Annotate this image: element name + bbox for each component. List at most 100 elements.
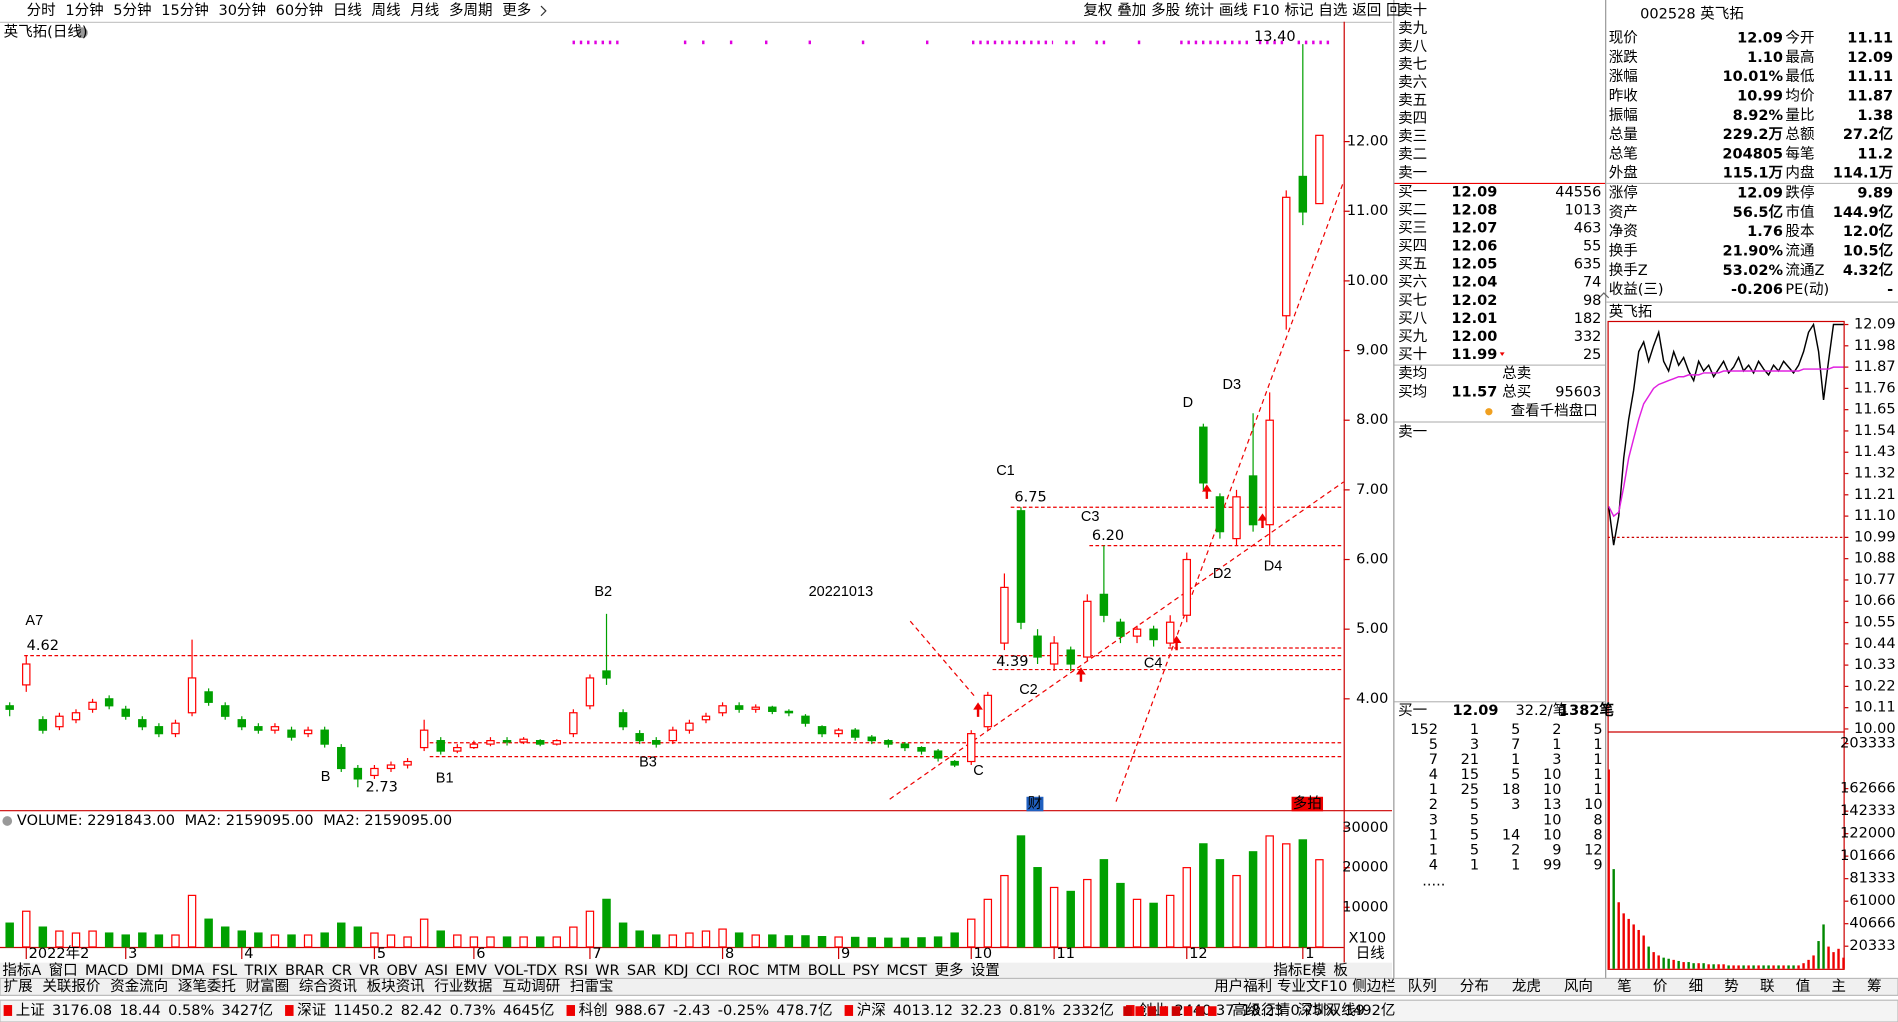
indicator-tab[interactable]: OBV	[386, 963, 417, 979]
indicator-tab[interactable]: TRIX	[244, 963, 278, 979]
indicator-tab[interactable]: BRAR	[285, 963, 324, 979]
info-tab[interactable]: 扩展	[4, 978, 33, 995]
toolbar-button[interactable]: 月线	[410, 2, 439, 19]
panel-tab[interactable]: 分布	[1460, 978, 1489, 995]
indicator-tab[interactable]: VR	[359, 963, 379, 979]
indicator-tab[interactable]: RSI	[564, 963, 588, 979]
indicator-tab[interactable]: CCI	[696, 963, 721, 979]
indicator-tab[interactable]: VOL-TDX	[494, 963, 557, 979]
buy-level-label: 买七	[1398, 292, 1427, 309]
info-tab[interactable]: 综合资讯	[299, 978, 358, 995]
quote-label: 最低	[1785, 68, 1815, 85]
indicator-tab[interactable]: FSL	[212, 963, 238, 979]
indicator-tab[interactable]: 更多	[934, 962, 963, 979]
status-item[interactable]: 深圳双线9	[1298, 1002, 1365, 1019]
toolbar-button[interactable]: 分时	[27, 2, 56, 19]
indicator-tab[interactable]: EMV	[455, 963, 487, 979]
indicator-tab[interactable]: 设置	[971, 962, 1000, 979]
candle-body	[453, 746, 462, 752]
toolbar-button[interactable]: 60分钟	[276, 2, 324, 19]
indicator-tab[interactable]: BOLL	[808, 963, 846, 979]
indicator-tab[interactable]: 指标E模	[1273, 962, 1326, 979]
toolbar-button[interactable]: 多股	[1151, 2, 1180, 19]
info-tab[interactable]: 互动调研	[502, 978, 560, 995]
info-tab[interactable]: 用户福利	[1214, 978, 1272, 995]
indicator-tab[interactable]: MTM	[767, 963, 801, 979]
volume-bar	[436, 930, 445, 948]
toolbar-button[interactable]: 画线	[1219, 2, 1248, 19]
toolbar-button[interactable]: 更多	[502, 2, 531, 19]
indicator-tab[interactable]: KDJ	[664, 963, 689, 979]
info-tab[interactable]: 行业数据	[434, 978, 492, 995]
event-flag[interactable]: 多拍	[1293, 795, 1322, 812]
detail-tab[interactable]: 细	[1689, 978, 1704, 995]
trade-cell: 4	[1429, 767, 1438, 783]
indicator-tab[interactable]: WR	[595, 963, 619, 979]
more-link[interactable]: 查看千档盘口	[1511, 402, 1598, 420]
info-tab[interactable]: 扫雷宝	[570, 978, 614, 995]
trade-cell: 25	[1461, 782, 1479, 798]
indicator-tab[interactable]: MCST	[886, 963, 927, 979]
indicator-tab[interactable]: 指标A	[2, 962, 41, 979]
detail-tab[interactable]: 势	[1724, 978, 1739, 995]
chevron[interactable]	[540, 5, 547, 17]
indicator-tab[interactable]: CR	[332, 963, 352, 979]
toolbar-button[interactable]: 标记	[1284, 2, 1313, 19]
status-icon	[285, 1005, 294, 1016]
trade-cell: 1	[1593, 782, 1602, 798]
toolbar-button[interactable]: 日线	[333, 2, 362, 19]
info-tab[interactable]: 财富圈	[246, 977, 290, 995]
indicator-tab[interactable]: 窗口	[49, 961, 78, 979]
tab-bar	[0, 977, 1898, 996]
detail-tab[interactable]: 联	[1760, 978, 1775, 995]
toolbar-button[interactable]: 1分钟	[65, 2, 103, 19]
indicator-tab[interactable]: ROC	[728, 963, 760, 979]
toolbar-button[interactable]: 多周期	[449, 2, 493, 19]
toolbar-button[interactable]: 回	[1386, 2, 1401, 19]
toolbar-button[interactable]: 15分钟	[161, 2, 209, 19]
detail-tab[interactable]: 价	[1653, 979, 1668, 995]
panel-tab[interactable]: 风向	[1564, 978, 1593, 995]
candle-body	[370, 767, 379, 777]
toolbar-button[interactable]: 复权	[1083, 1, 1113, 19]
detail-tab[interactable]: 主	[1831, 978, 1846, 995]
status-item: 2440.37	[1174, 1003, 1234, 1019]
indicator-tab[interactable]: SAR	[627, 963, 656, 979]
toolbar-button[interactable]: 自选	[1318, 2, 1348, 19]
settings-icon[interactable]	[76, 27, 88, 39]
info-tab[interactable]: 逐笔委托	[178, 978, 236, 995]
info-tab[interactable]: 专业文F10	[1277, 978, 1347, 995]
info-tab[interactable]: 资金流向	[110, 978, 168, 995]
settings-icon[interactable]	[2, 816, 13, 826]
detail-tab[interactable]: 筹	[1867, 978, 1882, 995]
status-item: 1492亿	[1344, 1002, 1395, 1019]
candle-body	[768, 706, 777, 712]
indicator-tab[interactable]: DMA	[171, 963, 205, 979]
trade-cell: 3	[1429, 812, 1438, 828]
indicator-tab[interactable]: DMI	[136, 963, 164, 979]
indicator-tab[interactable]: PSY	[852, 963, 879, 979]
detail-tab[interactable]: 值	[1796, 978, 1811, 995]
volume-bar	[121, 934, 130, 948]
toolbar-button[interactable]: 返回	[1352, 2, 1381, 19]
status-item[interactable]: 高级行情	[1232, 1002, 1290, 1019]
toolbar-button[interactable]: 5分钟	[113, 2, 151, 19]
toolbar-button[interactable]: 30分钟	[218, 2, 266, 19]
info-tab[interactable]: 板块资讯	[367, 977, 426, 995]
panel-tab[interactable]: 队列	[1408, 978, 1437, 995]
info-tab[interactable]: 侧边栏	[1352, 978, 1396, 995]
toolbar-button[interactable]: 周线	[372, 2, 401, 19]
indicator-tab[interactable]: MACD	[85, 963, 129, 979]
event-flag[interactable]: 财	[1028, 795, 1043, 812]
indicator-tab[interactable]: 板	[1333, 961, 1348, 979]
quote-value: 1.38	[1857, 108, 1893, 124]
info-tab[interactable]: 关联报价	[42, 978, 101, 995]
panel-tab[interactable]: 龙虎	[1512, 978, 1541, 995]
volume-bar	[1265, 835, 1274, 948]
collapse-icon[interactable]	[1598, 292, 1610, 299]
toolbar-button[interactable]: F10	[1253, 3, 1280, 19]
detail-tab[interactable]: 笔	[1617, 978, 1632, 995]
toolbar-button[interactable]: 统计	[1185, 2, 1214, 19]
toolbar-button[interactable]: 叠加	[1117, 2, 1146, 19]
indicator-tab[interactable]: ASI	[425, 963, 448, 979]
